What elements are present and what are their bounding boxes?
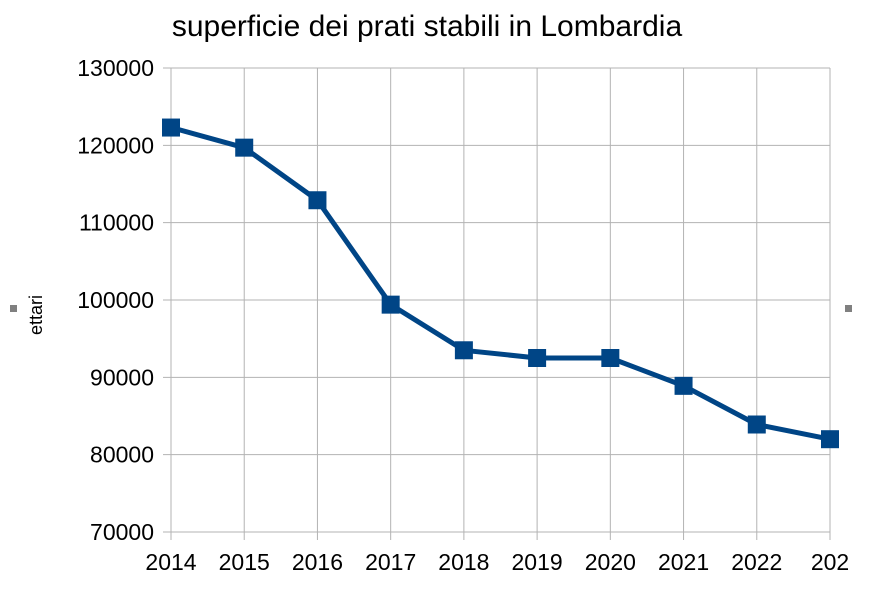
y-tick-label: 80000 [90,442,154,468]
data-point [454,341,473,360]
x-tick-label: 2019 [512,549,563,575]
y-tick-label: 120000 [77,132,154,158]
x-tick-label: 2017 [365,549,416,575]
resize-handle-left[interactable] [10,305,17,312]
resize-handle-right[interactable] [845,305,852,312]
data-point [601,349,620,367]
y-tick-label: 100000 [77,287,154,313]
x-tick-label: 2022 [731,549,782,575]
data-point [821,430,839,449]
data-point [235,138,254,157]
y-tick-label: 130000 [77,55,154,81]
x-tick-label: 2020 [585,549,636,575]
x-tick-label: 2018 [438,549,489,575]
x-tick-label: 2015 [219,549,270,575]
x-tick-label: 2021 [658,549,709,575]
y-axis-label: ettari [26,295,46,335]
data-point [381,295,400,314]
data-point [528,349,547,367]
data-point [162,118,180,137]
data-point [747,415,766,434]
y-tick-label: 110000 [79,210,154,236]
data-point [308,191,327,210]
series-line [168,125,833,442]
chart-title: superficie dei prati stabili in Lombardi… [172,10,683,43]
x-tick-label: 202 [811,549,849,575]
y-tick-label: 70000 [90,519,154,545]
x-tick-label: 2014 [145,549,196,575]
data-point [674,376,693,395]
y-tick-label: 90000 [90,364,154,390]
x-tick-label: 2016 [292,549,343,575]
